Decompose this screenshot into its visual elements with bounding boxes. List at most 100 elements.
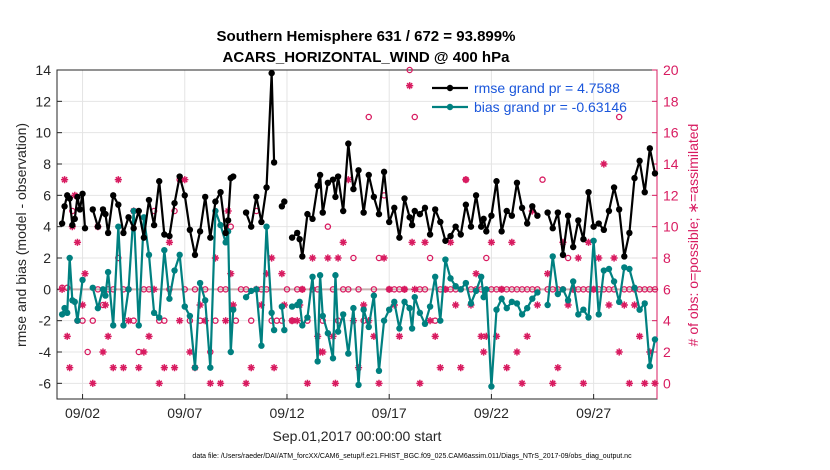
rmse-marker [360, 209, 367, 216]
chart-title-line1: Southern Hemisphere 631 / 672 = 93.899% [217, 28, 516, 45]
bias-marker [396, 325, 403, 332]
bias-marker [156, 314, 163, 321]
obs-assimilated-marker [99, 348, 107, 356]
obs-assimilated-marker [186, 348, 194, 356]
obs-possible-marker [227, 223, 235, 230]
rmse-marker [130, 225, 137, 232]
y-tick-label: 8 [43, 156, 51, 172]
rmse-marker [102, 210, 109, 218]
obs-assimilated-marker [400, 285, 409, 293]
rmse-marker [396, 234, 403, 241]
bias-marker [176, 251, 183, 259]
y2-tick-label: 14 [663, 156, 679, 172]
rmse-marker [207, 234, 214, 241]
obs-assimilated-marker [487, 238, 496, 246]
rmse-marker [590, 223, 597, 230]
bias-marker [421, 320, 429, 327]
bias-marker [457, 286, 464, 293]
obs-assimilated-marker [406, 82, 414, 90]
rmse-marker [431, 206, 439, 213]
legend-rmse-label: rmse grand pr = 4.7588 [474, 80, 620, 96]
bias-marker [391, 298, 398, 306]
obs-possible-marker [89, 317, 97, 324]
bias-marker [79, 276, 86, 284]
bias-marker [380, 317, 388, 324]
obs-assimilated-marker [308, 254, 317, 262]
rmse-marker [401, 195, 408, 202]
rmse-marker [544, 209, 551, 216]
rmse-marker [411, 207, 418, 215]
obs-assimilated-marker [559, 238, 567, 246]
bias-marker [319, 312, 326, 320]
y2-tick-label: 20 [663, 62, 679, 78]
bias-marker [462, 279, 470, 287]
bias-marker [370, 292, 378, 299]
rmse-marker [345, 140, 352, 147]
obs-assimilated-marker [319, 348, 327, 356]
obs-assimilated-marker [216, 379, 225, 387]
obs-possible-marker [365, 113, 373, 121]
rmse-marker [391, 204, 398, 212]
rmse-marker [171, 199, 178, 207]
rmse-marker [483, 228, 490, 235]
obs-assimilated-marker [395, 332, 404, 340]
rmse-marker [316, 171, 324, 179]
obs-assimilated-marker [533, 301, 542, 309]
x-tick-label: 09/02 [65, 405, 100, 421]
bias-marker [288, 303, 296, 310]
bias-marker [186, 312, 194, 320]
bias-marker [437, 317, 444, 324]
rmse-marker [69, 221, 76, 229]
obs-assimilated-marker [303, 379, 312, 387]
bias-marker [120, 322, 127, 329]
obs-possible-marker [539, 176, 546, 183]
chart-title-line2: ACARS_HORIZONTAL_WIND @ 400 hPa [223, 49, 511, 66]
bias-marker [447, 275, 454, 282]
y2-tick-label: 0 [663, 375, 671, 391]
bias-marker [488, 383, 495, 390]
rmse-marker [626, 229, 633, 237]
obs-assimilated-marker [288, 317, 296, 325]
bias-marker [580, 306, 587, 313]
obs-assimilated-marker [354, 364, 363, 372]
bias-marker [316, 272, 324, 279]
y-axis-label: rmse and bias (model - observation) [13, 123, 29, 347]
rmse-marker [554, 209, 562, 216]
rmse-marker [125, 214, 132, 221]
bias-marker [258, 342, 265, 349]
rmse-marker [294, 229, 301, 237]
obs-assimilated-marker [247, 364, 255, 372]
y2-tick-label: 6 [663, 281, 671, 297]
bias-marker [110, 322, 117, 329]
bias-marker [166, 295, 173, 302]
bias-marker [636, 306, 643, 313]
obs-assimilated-marker [181, 176, 189, 184]
bias-marker [304, 314, 311, 321]
bias-marker [74, 317, 81, 324]
y2-axis-label: # of obs: o=possible; ∗=assimilated [685, 124, 701, 347]
bias-marker [102, 292, 109, 299]
bias-marker [518, 311, 526, 318]
y-tick-label: 2 [43, 250, 51, 266]
bias-marker [480, 293, 487, 301]
obs-possible-marker [191, 286, 199, 293]
rmse-marker [569, 243, 577, 251]
obs-assimilated-marker [176, 317, 184, 325]
obs-assimilated-marker [278, 270, 286, 278]
obs-assimilated-marker [620, 301, 628, 309]
rmse-marker [457, 231, 464, 238]
bias-marker [575, 311, 582, 318]
obs-possible-marker [426, 254, 434, 262]
bias-marker [631, 284, 638, 291]
obs-possible-marker [324, 223, 332, 230]
obs-assimilated-marker [58, 285, 66, 293]
obs-possible-marker [421, 286, 429, 293]
obs-assimilated-marker [380, 254, 388, 262]
obs-assimilated-marker [408, 238, 416, 246]
rmse-marker [248, 223, 255, 230]
rmse-marker [621, 253, 628, 260]
obs-assimilated-marker [101, 301, 110, 309]
bias-marker [559, 286, 567, 293]
obs-assimilated-marker [513, 348, 521, 356]
rmse-marker [651, 170, 659, 177]
